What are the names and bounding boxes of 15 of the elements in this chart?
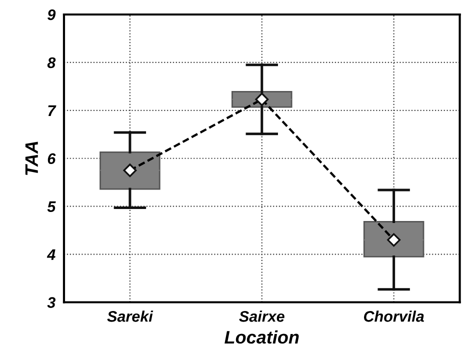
point bbox=[387, 233, 401, 247]
x-axis-title: Location bbox=[224, 330, 299, 344]
x-tick-label: Chorvila bbox=[364, 310, 424, 322]
y-tick-label: 7 bbox=[48, 105, 56, 116]
y-tick-label: 6 bbox=[48, 153, 56, 164]
y-tick-label: 4 bbox=[46, 249, 56, 260]
y-tick-label: 5 bbox=[47, 201, 56, 212]
y-tick-label: 9 bbox=[48, 9, 56, 20]
x-tick-label: Sairxe bbox=[239, 310, 284, 322]
point bbox=[255, 92, 269, 106]
x-tick-label: Sareki bbox=[107, 310, 154, 322]
point bbox=[123, 164, 137, 178]
y-axis-title: TAA bbox=[25, 142, 38, 175]
y-tick-label: 8 bbox=[47, 57, 56, 68]
y-tick-label: 3 bbox=[47, 297, 56, 308]
